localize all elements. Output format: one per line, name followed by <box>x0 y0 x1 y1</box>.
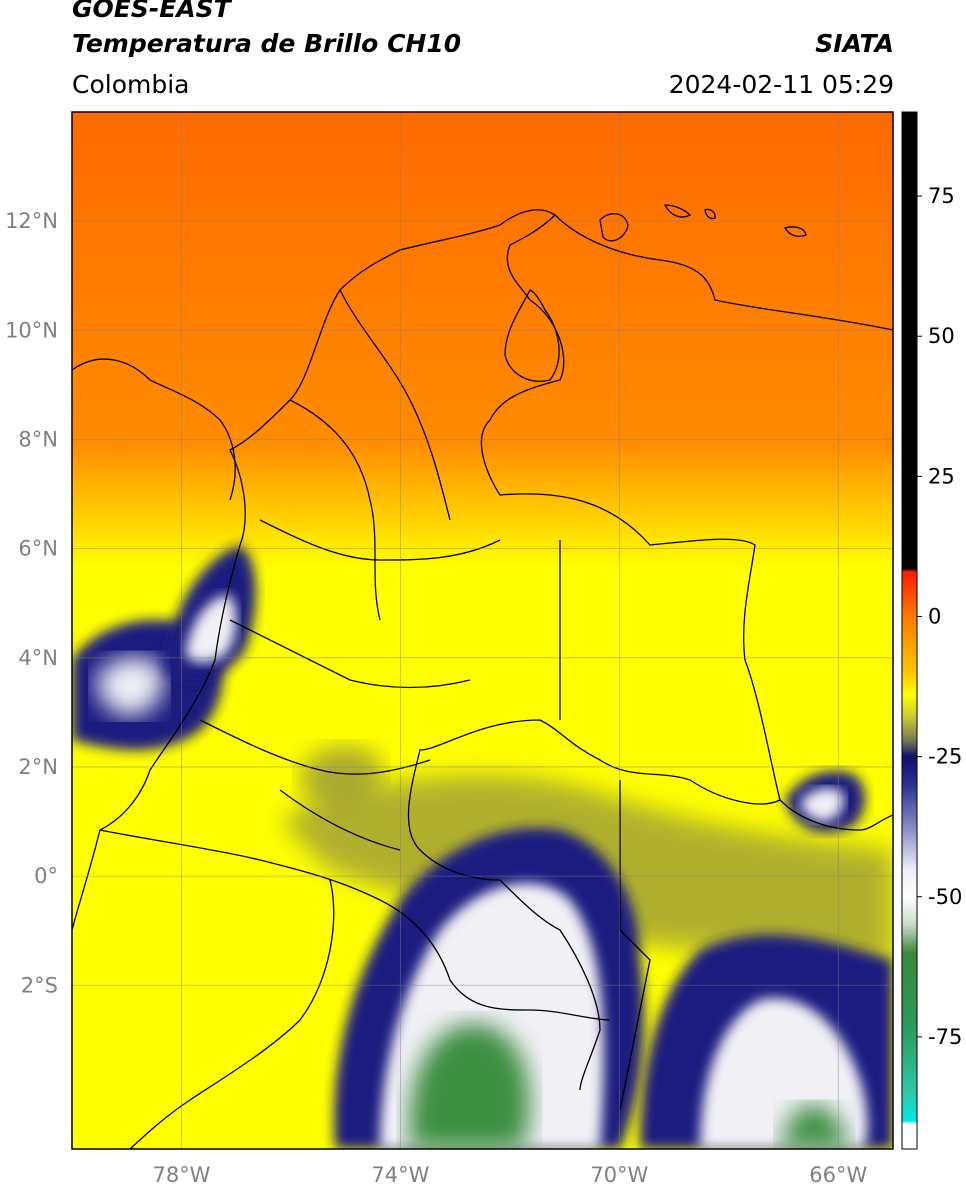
colombia-coastline-pacific <box>99 544 241 831</box>
island-2 <box>663 204 692 218</box>
orinoco-cloud-inner <box>800 787 845 822</box>
central-cloud-blob <box>300 746 383 815</box>
lat-tick-label: 2°S <box>21 973 58 997</box>
panama-coast <box>72 358 236 501</box>
colorbar-frame <box>901 111 918 1150</box>
lat-tick-label: 8°N <box>18 427 58 451</box>
colorbar-tick-label: 25 <box>928 464 955 488</box>
amazon-cloud-core <box>409 1023 530 1149</box>
map-frame <box>71 111 894 1150</box>
lat-tick-label: 4°N <box>18 646 58 670</box>
longitude-labels: 78°W 74°W 70°W 66°W <box>152 1163 867 1187</box>
pacific-cloud-inner <box>95 656 164 716</box>
colombia-coastline-caribbean <box>229 209 557 546</box>
product-title: Temperatura de Brillo CH10 <box>72 29 462 58</box>
colorbar-tick-label: 75 <box>928 184 955 208</box>
lon-tick-label: 78°W <box>152 1163 210 1187</box>
lat-tick-label: 10°N <box>5 318 58 342</box>
colorbar-gradient <box>902 112 917 1149</box>
gridlines <box>72 112 893 1149</box>
dept-border-4 <box>229 619 471 689</box>
lat-tick-label: 2°N <box>18 755 58 779</box>
region-label: Colombia <box>72 70 190 99</box>
colorbar-tick-label: -75 <box>928 1025 962 1049</box>
lat-tick-label: 6°N <box>18 537 58 561</box>
dept-border-5 <box>199 719 431 775</box>
dept-border-6 <box>279 789 401 851</box>
latitude-labels: 12°N 10°N 8°N 6°N 4°N 2°N 0° 2°S <box>5 209 58 997</box>
colombia-border-south <box>99 829 611 1021</box>
lon-tick-label: 74°W <box>371 1163 429 1187</box>
coastlines-and-borders <box>72 204 893 1149</box>
colorbar-tick-label: 0 <box>928 604 941 628</box>
colorbar: 75 50 25 0 -25 -50 -75 <box>901 111 962 1150</box>
lon-tick-label: 66°W <box>809 1163 867 1187</box>
venezuela-coast <box>554 214 893 331</box>
colorbar-tick-label: 50 <box>928 324 955 348</box>
venezuela-brazil-border <box>779 799 893 831</box>
maracaibo-lake <box>504 289 560 382</box>
eastern-cloud-core <box>780 1104 849 1149</box>
colombia-border-east <box>407 299 781 1091</box>
colorbar-tick-label: -50 <box>928 885 962 909</box>
colorbar-tick-label: -25 <box>928 745 962 769</box>
peru-coast <box>129 879 335 1149</box>
lat-tick-label: 0° <box>34 864 58 888</box>
organization-label: SIATA <box>815 29 894 58</box>
brazil-line <box>619 780 651 1111</box>
datetime-label: 2024-02-11 05:29 <box>668 70 894 99</box>
cloud-fields <box>72 545 893 1149</box>
colorbar-ticks: 75 50 25 0 -25 -50 -75 <box>917 184 962 1049</box>
dept-border-1 <box>289 399 381 621</box>
dept-border-3 <box>259 519 501 561</box>
lat-tick-label: 12°N <box>5 209 58 233</box>
lon-tick-label: 70°W <box>590 1163 648 1187</box>
island-3 <box>704 208 716 220</box>
ecuador-peru-border <box>72 829 101 931</box>
map-panel <box>72 112 893 1149</box>
island-4 <box>783 226 807 237</box>
island-1 <box>599 213 629 242</box>
dept-border-2 <box>339 289 451 521</box>
satellite-title: GOES-EAST <box>72 0 231 23</box>
